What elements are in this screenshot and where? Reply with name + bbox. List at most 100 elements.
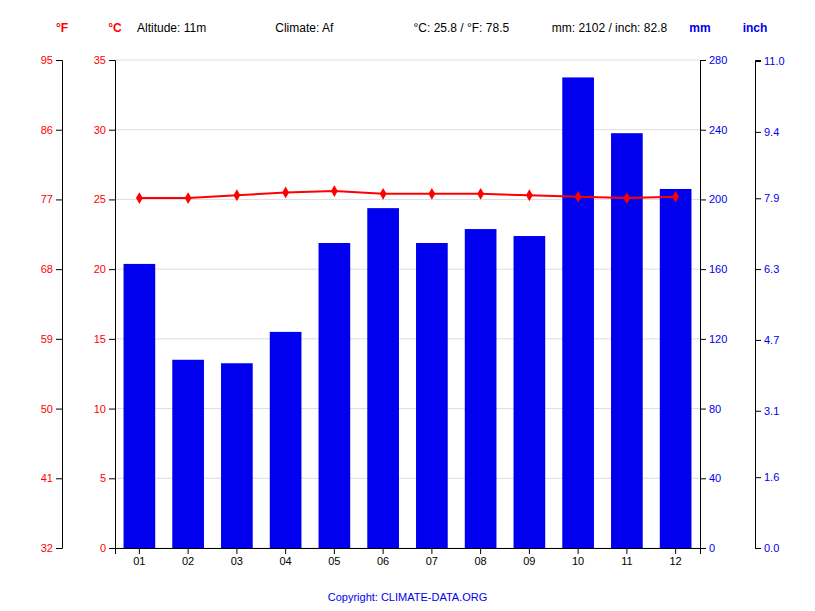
footer-text: Copyright: CLIMATE-DATA.ORG	[328, 591, 488, 603]
tick-mark	[700, 269, 706, 270]
tick-mark	[755, 132, 761, 133]
grid-line	[115, 129, 700, 130]
tick-mark	[334, 548, 335, 554]
tick: 4.7	[755, 334, 779, 346]
tick-label: 280	[709, 54, 727, 66]
tick-mark	[56, 548, 62, 549]
grid	[115, 60, 700, 548]
tick-label: 20	[94, 263, 106, 275]
tick-label: 03	[231, 555, 243, 567]
tick: 3.1	[755, 405, 779, 417]
tick-mark	[675, 548, 676, 554]
tick: 12	[670, 548, 682, 567]
header-text: mm: 2102 / inch: 82.8	[552, 21, 668, 35]
tick-mark	[109, 269, 115, 270]
tick-label: 0	[709, 542, 715, 554]
tick-label: 15	[94, 333, 106, 345]
tick-mark	[56, 130, 62, 131]
tick-mark	[431, 548, 432, 554]
tick-label: 04	[280, 555, 292, 567]
bar	[319, 243, 351, 548]
tick: 9.4	[755, 126, 779, 138]
tick: 280	[700, 54, 727, 66]
tick: 80	[700, 403, 721, 415]
tick: 160	[700, 263, 727, 275]
tick-mark	[755, 198, 761, 199]
tick: 1.6	[755, 471, 779, 483]
tick-label: 09	[523, 555, 535, 567]
tick-label: 41	[41, 472, 53, 484]
tick: 95	[41, 54, 62, 66]
tick-label: 25	[94, 193, 106, 205]
tick-label: 3.1	[764, 405, 779, 417]
axis-title: °F	[56, 21, 68, 35]
line	[139, 191, 675, 198]
tick: 09	[523, 548, 535, 567]
tick: 0	[100, 542, 115, 554]
tick-mark	[755, 548, 761, 549]
bar	[562, 77, 594, 548]
tick: 200	[700, 193, 727, 205]
tick-label: 68	[41, 263, 53, 275]
tick-label: 7.9	[764, 192, 779, 204]
tick-label: 95	[41, 54, 53, 66]
tick-label: 59	[41, 333, 53, 345]
header-text: Altitude: 11m	[137, 21, 206, 35]
tick-mark	[56, 269, 62, 270]
tick: 02	[182, 548, 194, 567]
tick-label: 11.0	[764, 55, 785, 67]
tick-mark	[755, 340, 761, 341]
tick: 0	[700, 542, 715, 554]
tick-label: 200	[709, 193, 727, 205]
tick: 01	[133, 548, 145, 567]
tick-mark	[700, 130, 706, 131]
tick: 20	[94, 263, 115, 275]
axis-x: 010203040506070809101112	[116, 548, 701, 567]
tick: 30	[94, 124, 115, 136]
tick: 5	[100, 472, 115, 484]
marker	[623, 192, 630, 204]
tick-mark	[109, 409, 115, 410]
tick-mark	[626, 548, 627, 554]
tick-label: 02	[182, 555, 194, 567]
axis-title: inch	[743, 21, 768, 35]
tick-label: 0	[100, 542, 106, 554]
marker	[575, 191, 582, 203]
tick-mark	[109, 478, 115, 479]
marker	[428, 188, 435, 200]
tick: 10	[572, 548, 584, 567]
axis-fahrenheit: 3241505968778695	[41, 54, 63, 554]
axis-line	[56, 61, 63, 549]
tick-mark	[56, 60, 62, 61]
tick: 11.0	[755, 55, 785, 67]
tick-mark	[529, 548, 530, 554]
chart: 3241505968778695051015202530350408012016…	[0, 0, 815, 611]
axis-celsius: 05101520253035	[94, 54, 116, 554]
tick-label: 10	[572, 555, 584, 567]
header-text: Climate: Af	[275, 21, 334, 35]
tick-label: 07	[426, 555, 438, 567]
tick: 32	[41, 542, 62, 554]
tick: 41	[41, 472, 62, 484]
bar	[367, 208, 399, 548]
tick-mark	[109, 60, 115, 61]
marker	[233, 189, 240, 201]
tick: 35	[94, 54, 115, 66]
axis-line	[756, 61, 762, 549]
tick: 77	[41, 193, 62, 205]
tick-mark	[139, 548, 140, 554]
marker	[380, 188, 387, 200]
tick-label: 32	[41, 542, 53, 554]
tick-mark	[700, 199, 706, 200]
tick-mark	[383, 548, 384, 554]
tick-mark	[755, 411, 761, 412]
bar	[660, 189, 692, 548]
axis-title: °C	[108, 21, 122, 35]
tick-label: 120	[709, 333, 727, 345]
tick-label: 9.4	[764, 126, 779, 138]
tick: 07	[426, 548, 438, 567]
tick-mark	[56, 339, 62, 340]
bar	[514, 236, 546, 548]
tick-mark	[188, 548, 189, 554]
tick-label: 80	[709, 403, 721, 415]
